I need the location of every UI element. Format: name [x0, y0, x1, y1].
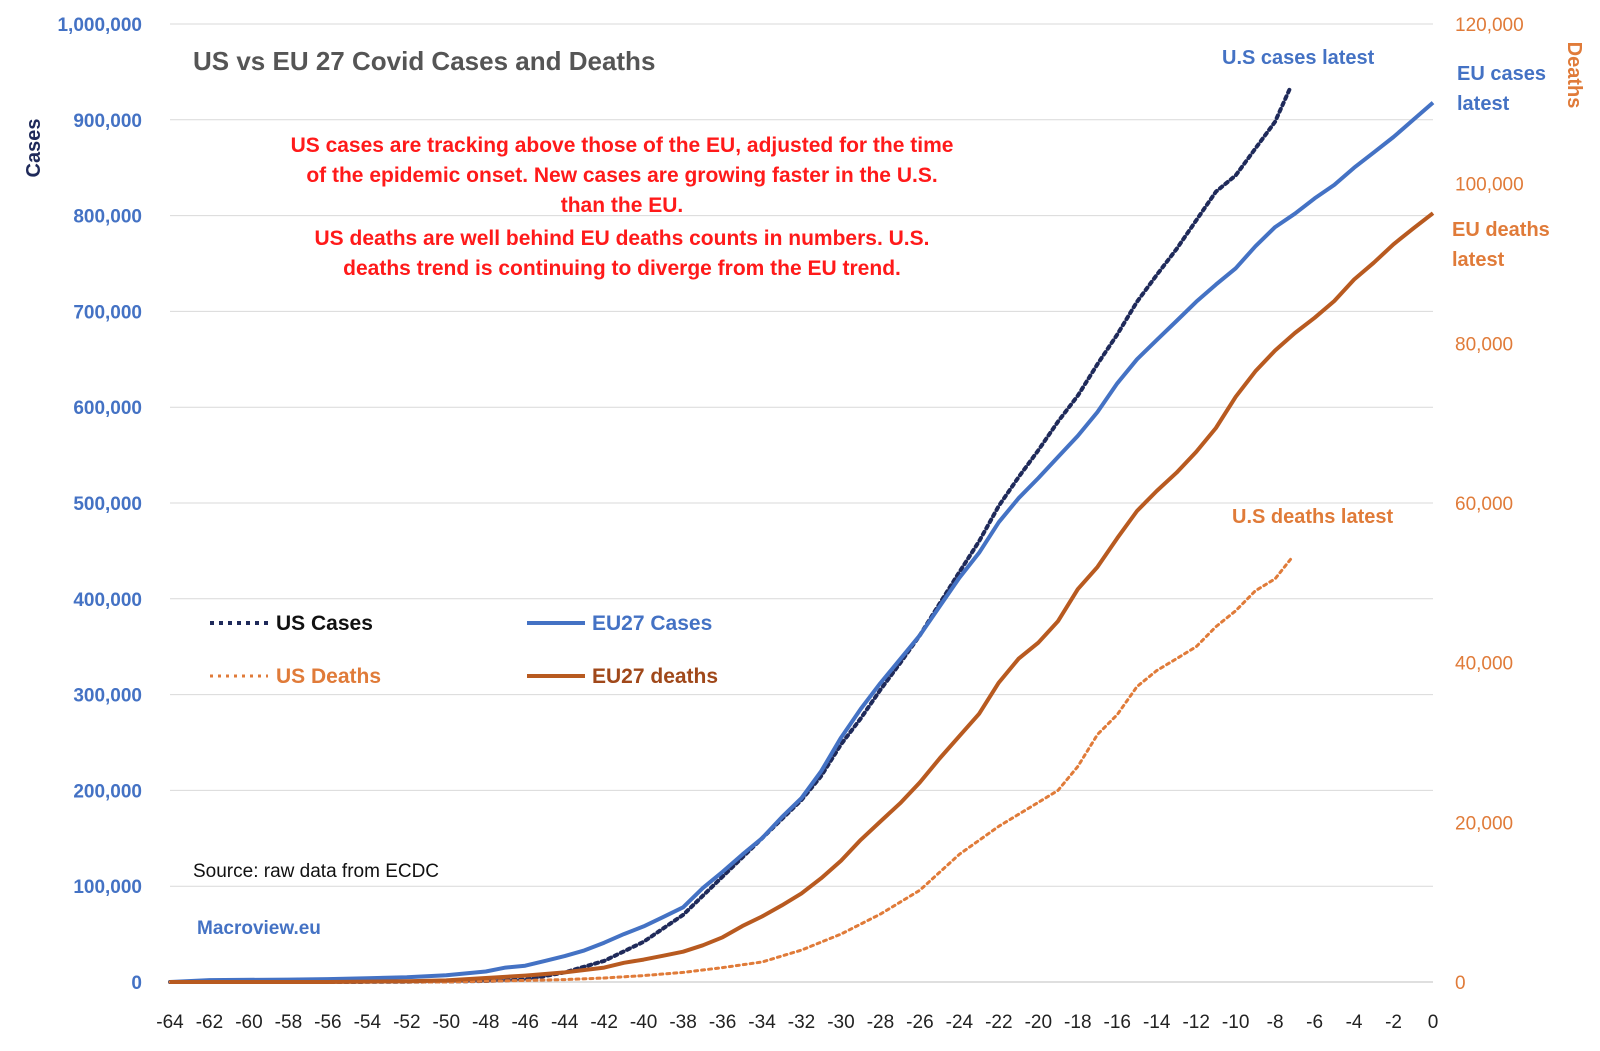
- x-tick-label: -10: [1222, 1012, 1249, 1033]
- x-tick-label: -52: [393, 1012, 420, 1033]
- legend-label-eu27-cases: EU27 Cases: [592, 612, 712, 635]
- left-tick-label: 1,000,000: [57, 15, 142, 36]
- x-tick-label: -58: [275, 1012, 302, 1033]
- right-tick-label: 60,000: [1455, 494, 1513, 515]
- x-tick-label: -16: [1104, 1012, 1131, 1033]
- source-note: Source: raw data from ECDC: [193, 861, 439, 882]
- left-tick-label: 500,000: [73, 494, 142, 515]
- series-line-eu27-deaths: [170, 211, 1435, 984]
- x-tick-label: -8: [1267, 1012, 1284, 1033]
- left-axis-title: Cases: [23, 119, 45, 178]
- right-tick-label: 0: [1455, 973, 1466, 994]
- x-tick-label: -2: [1385, 1012, 1402, 1033]
- left-tick-label: 700,000: [73, 302, 142, 323]
- left-tick-label: 100,000: [73, 877, 142, 898]
- x-tick-label: -56: [314, 1012, 341, 1033]
- left-tick-label: 0: [131, 973, 142, 994]
- annotation-note: US cases are tracking above those of the…: [291, 134, 954, 280]
- x-tick-label: -62: [196, 1012, 223, 1033]
- series-line-eu27-cases: [169, 101, 1435, 984]
- x-tick-label: -18: [1064, 1012, 1091, 1033]
- legend: US Cases EU27 Cases US Deaths EU27 death…: [210, 612, 718, 688]
- x-tick-label: -14: [1143, 1012, 1171, 1033]
- x-tick-label: -20: [1025, 1012, 1052, 1033]
- x-tick-label: -40: [630, 1012, 657, 1033]
- x-tick-label: -6: [1306, 1012, 1323, 1033]
- gridlines: [170, 23, 1433, 983]
- legend-label-us-deaths: US Deaths: [276, 665, 381, 688]
- x-tick-label: -48: [472, 1012, 499, 1033]
- right-axis-ticks: 0 20,000 40,000 60,000 80,000 100,000 120,000: [1455, 15, 1524, 994]
- x-tick-label: -4: [1346, 1012, 1363, 1033]
- x-tick-label: -38: [669, 1012, 696, 1033]
- x-tick-label: 0: [1428, 1012, 1439, 1033]
- left-tick-label: 300,000: [73, 686, 142, 707]
- legend-label-us-cases: US Cases: [276, 612, 373, 635]
- x-tick-label: -12: [1182, 1012, 1209, 1033]
- note-line-4: US deaths are well behind EU deaths coun…: [315, 227, 930, 250]
- left-tick-label: 600,000: [73, 398, 142, 419]
- x-tick-label: -28: [867, 1012, 894, 1033]
- note-line-3: than the EU.: [561, 194, 684, 217]
- x-axis-ticks: -64 -62 -60 -58 -56 -54 -52 -50 -48 -46 -44 -42 -40-…: [156, 1012, 1438, 1033]
- right-tick-label: 20,000: [1455, 813, 1513, 834]
- eu-cases-latest-label-2: latest: [1457, 93, 1510, 115]
- left-axis-ticks: 0 100,000 200,000 300,000 400,000 500,000 600,…: [57, 15, 142, 994]
- x-tick-label: -30: [827, 1012, 854, 1033]
- right-tick-label: 100,000: [1455, 175, 1524, 196]
- x-tick-label: -54: [354, 1012, 382, 1033]
- note-line-1: US cases are tracking above those of the…: [291, 134, 954, 157]
- x-tick-label: -36: [709, 1012, 736, 1033]
- x-tick-label: -50: [433, 1012, 460, 1033]
- legend-label-eu27-deaths: EU27 deaths: [592, 665, 718, 688]
- right-tick-label: 80,000: [1455, 334, 1513, 355]
- x-tick-label: -60: [235, 1012, 262, 1033]
- x-tick-label: -46: [511, 1012, 538, 1033]
- left-tick-label: 900,000: [73, 111, 142, 132]
- series-line-us-cases: [168, 84, 1293, 984]
- x-tick-label: -34: [748, 1012, 776, 1033]
- brand-label: Macroview.eu: [197, 918, 321, 939]
- right-axis-title: Deaths: [1563, 42, 1585, 109]
- chart-title: US vs EU 27 Covid Cases and Deaths: [193, 46, 655, 76]
- x-tick-label: -26: [906, 1012, 933, 1033]
- note-line-2: of the epidemic onset. New cases are gro…: [306, 164, 937, 187]
- eu-deaths-latest-label-1: EU deaths: [1452, 219, 1550, 241]
- eu-deaths-latest-label-2: latest: [1452, 249, 1505, 271]
- left-tick-label: 800,000: [73, 207, 142, 228]
- x-tick-label: -24: [946, 1012, 974, 1033]
- x-tick-label: -64: [156, 1012, 184, 1033]
- left-tick-label: 200,000: [73, 781, 142, 802]
- x-tick-label: -32: [788, 1012, 815, 1033]
- eu-cases-latest-label-1: EU cases: [1457, 63, 1546, 85]
- x-tick-label: -42: [590, 1012, 617, 1033]
- us-cases-latest-label: U.S cases latest: [1222, 47, 1375, 69]
- x-tick-label: -22: [985, 1012, 1012, 1033]
- x-tick-label: -44: [551, 1012, 579, 1033]
- left-tick-label: 400,000: [73, 590, 142, 611]
- right-tick-label: 40,000: [1455, 654, 1513, 675]
- series-lines: [168, 84, 1435, 984]
- series-line-us-deaths: [168, 557, 1293, 984]
- right-tick-label: 120,000: [1455, 15, 1524, 36]
- note-line-5: deaths trend is continuing to diverge fr…: [343, 257, 901, 280]
- us-deaths-latest-label: U.S deaths latest: [1232, 506, 1394, 528]
